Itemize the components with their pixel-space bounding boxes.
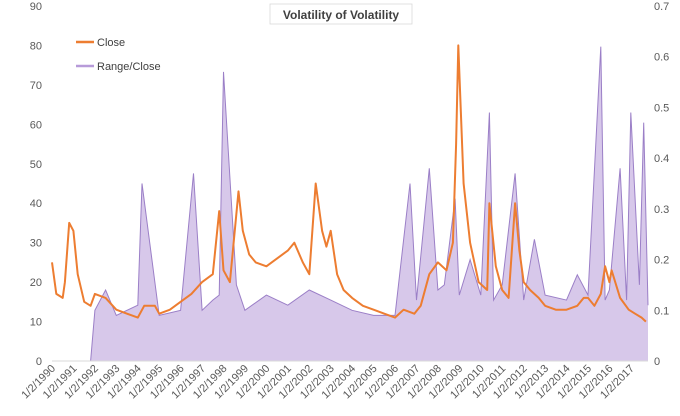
legend-label-range-close: Range/Close: [97, 61, 161, 73]
y-left-tick-label: 20: [30, 277, 42, 289]
y-right-tick-label: 0.3: [654, 204, 669, 216]
y-left-tick-label: 40: [30, 198, 42, 210]
y-right-tick-label: 0.7: [654, 1, 669, 13]
y-left-tick-label: 30: [30, 238, 42, 250]
y-left-tick-label: 80: [30, 40, 42, 52]
legend-box: [68, 26, 164, 82]
y-left-tick-label: 50: [30, 159, 42, 171]
series-close-line: [51, 44, 647, 323]
chart-title: Volatility of Volatility: [283, 8, 400, 22]
y-right-tick-label: 0.1: [654, 305, 669, 317]
y-right-tick-label: 0.6: [654, 52, 669, 64]
y-left-tick-label: 0: [36, 356, 42, 368]
y-left-tick-label: 70: [30, 80, 42, 92]
series-range-close-line: [52, 46, 649, 362]
legend: Close Range/Close: [68, 26, 164, 82]
series-range-close-area: [52, 46, 648, 361]
y-right-tick-label: 0.5: [654, 102, 669, 114]
y-left-tick-label: 10: [30, 317, 42, 329]
y-left-tick-label: 90: [30, 1, 42, 13]
y-left-tick-label: 60: [30, 119, 42, 131]
y-right-tick-label: 0.4: [654, 153, 669, 165]
legend-label-close: Close: [97, 37, 125, 49]
chart-title-box: [269, 3, 413, 25]
y-right-tick-label: 0.2: [654, 255, 669, 267]
y-right-tick-label: 0: [654, 356, 660, 368]
